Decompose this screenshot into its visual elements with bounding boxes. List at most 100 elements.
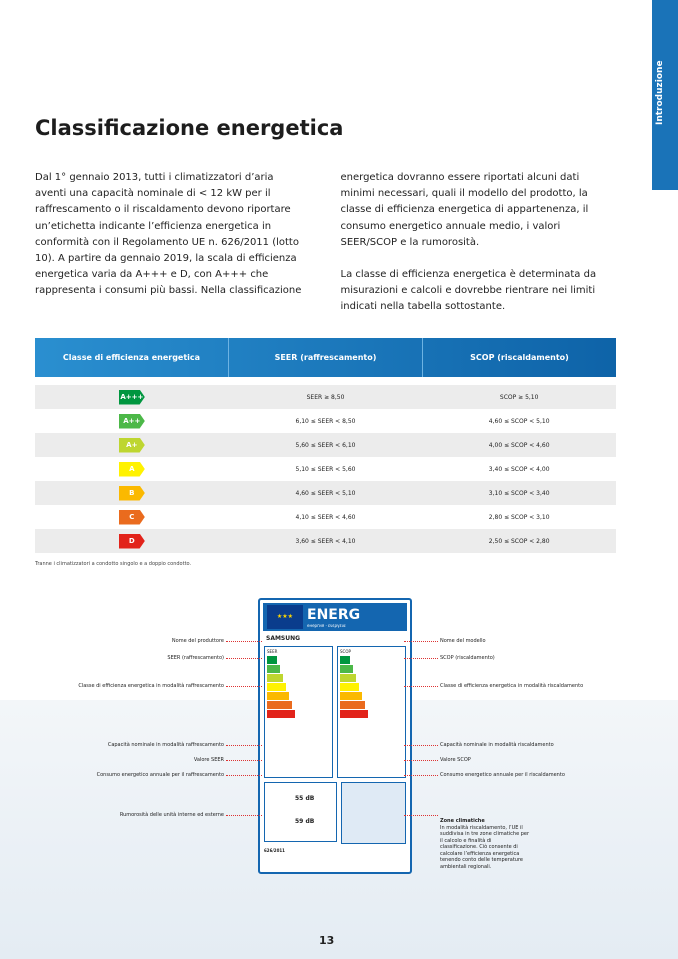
table-row: B 4,60 ≤ SEER < 5,10 3,10 ≤ SCOP < 3,40 — [35, 481, 616, 505]
label-languages: енергия · ενεργεια — [307, 622, 346, 628]
paragraph: Dal 1° gennaio 2013, tutti i climatizzat… — [35, 172, 589, 297]
cell: 5,60 ≤ SEER < 6,10 — [295, 441, 356, 449]
cell: 5,10 ≤ SEER < 5,60 — [295, 465, 356, 473]
scale-bar — [267, 656, 277, 664]
scale-bar — [340, 701, 365, 709]
annotation: SCOP (riscaldamento) — [440, 655, 495, 661]
cell: 6,10 ≤ SEER < 8,50 — [295, 417, 356, 425]
leader-line — [226, 815, 262, 816]
footnote: Tranne i climatizzatori a condotto singo… — [35, 561, 192, 567]
class-badge: B — [118, 485, 145, 501]
class-badge: A++ — [118, 413, 145, 429]
table-row: D 3,60 ≤ SEER < 4,10 2,50 ≤ SCOP < 2,80 — [35, 529, 616, 553]
page-number: 13 — [319, 934, 335, 947]
annotation: SEER (raffrescamento) — [167, 655, 224, 661]
label-noise: 55 dB — [295, 795, 315, 802]
table-row: A++ 6,10 ≤ SEER < 8,50 4,60 ≤ SCOP < 5,10 — [35, 409, 616, 433]
zone-note: Zone climatiche In modalità riscaldamento… — [440, 818, 530, 870]
table-header: Classe di efficienza energetica SEER (ra… — [35, 338, 616, 377]
class-badge: C — [118, 509, 145, 525]
body-text: Dal 1° gennaio 2013, tutti i climatizzat… — [35, 170, 610, 316]
leader-line — [404, 658, 438, 659]
annotation: Capacità nominale in modalità raffrescam… — [107, 742, 224, 748]
class-badge: D — [118, 533, 145, 549]
class-badge: A+ — [118, 437, 145, 453]
header-cell: SEER (raffrescamento) — [229, 338, 423, 377]
paragraph: La classe di efficienza energetica è det… — [340, 269, 597, 313]
scale-bar — [340, 692, 362, 700]
scale-bar — [340, 674, 356, 682]
table: Classe di efficienza energetica SEER (ra… — [35, 338, 616, 553]
cell: D — [35, 533, 229, 549]
cell: 4,60 ≤ SEER < 5,10 — [295, 489, 356, 497]
scale-bar — [267, 674, 283, 682]
cell: A++ — [35, 413, 229, 429]
annotation: Rumorosità delle unità interne ed estern… — [119, 812, 224, 818]
annotation: Capacità nominale in modalità riscaldame… — [440, 742, 554, 748]
table-row: A+++ SEER ≥ 8,50 SCOP ≥ 5,10 — [35, 385, 616, 409]
label-scop: SCOP — [340, 649, 351, 654]
class-badge: A — [118, 461, 145, 477]
label-regulation: 626/2011 — [264, 848, 285, 853]
scale-bar — [267, 710, 295, 718]
label-noise: 59 dB — [295, 818, 315, 825]
leader-line — [404, 686, 438, 687]
leader-line — [404, 775, 438, 776]
annotation: Nome del modello — [440, 638, 486, 644]
annotation: Zone climatiche — [440, 818, 485, 824]
scale-bar — [340, 710, 368, 718]
annotation: Consumo energetico annuale per il riscal… — [440, 772, 565, 778]
leader-line — [226, 686, 262, 687]
annotation: Classe di efficienza energetica in modal… — [440, 683, 584, 689]
side-tab: Introduzione — [652, 0, 678, 190]
header-cell: SCOP (riscaldamento) — [470, 353, 569, 362]
leader-line — [226, 641, 262, 642]
label-brand: SAMSUNG — [266, 635, 301, 642]
energy-label: ★★★ ENERG енергия · ενεργεια SAMSUNG SEER… — [258, 598, 412, 874]
scale-bar — [340, 656, 350, 664]
leader-line — [404, 745, 438, 746]
leader-line — [226, 745, 262, 746]
scale-bar — [267, 683, 286, 691]
table-body: A+++ SEER ≥ 8,50 SCOP ≥ 5,10 A++ 6,10 ≤ SEER… — [35, 385, 616, 553]
cell: A+++ — [35, 389, 229, 405]
cell: B — [35, 485, 229, 501]
leader-line — [404, 815, 438, 816]
cell: 2,50 ≤ SCOP < 2,80 — [488, 537, 550, 545]
cell: 2,80 ≤ SCOP < 3,10 — [488, 513, 550, 521]
table-row: A 5,10 ≤ SEER < 5,60 3,40 ≤ SCOP < 4,00 — [35, 457, 616, 481]
side-tab-label: Introduzione — [655, 60, 665, 125]
leader-line — [226, 760, 262, 761]
annotation: Nome del produttore — [171, 638, 224, 644]
annotation: Valore SCOP — [440, 757, 471, 763]
scale-bar — [267, 701, 292, 709]
cell: 3,40 ≤ SCOP < 4,00 — [488, 465, 550, 473]
scale-bar — [267, 692, 289, 700]
cell: SEER ≥ 8,50 — [306, 393, 345, 401]
leader-line — [226, 658, 262, 659]
cell: SCOP ≥ 5,10 — [499, 393, 539, 401]
scale-bar — [340, 683, 359, 691]
label-seer: SEER — [267, 649, 278, 654]
cell: 3,60 ≤ SEER < 4,10 — [295, 537, 356, 545]
table-row: A+ 5,60 ≤ SEER < 6,10 4,00 ≤ SCOP < 4,60 — [35, 433, 616, 457]
label-energ: ENERG — [307, 606, 361, 623]
leader-line — [226, 775, 262, 776]
class-badge: A+++ — [118, 389, 145, 405]
cell: 3,10 ≤ SCOP < 3,40 — [488, 489, 550, 497]
cell: A+ — [35, 437, 229, 453]
cell: 4,10 ≤ SEER < 4,60 — [295, 513, 356, 521]
cell: 4,60 ≤ SCOP < 5,10 — [488, 417, 550, 425]
cell: C — [35, 509, 229, 525]
table-row: C 4,10 ≤ SEER < 4,60 2,80 ≤ SCOP < 3,10 — [35, 505, 616, 529]
title: Classificazione energetica — [35, 116, 344, 140]
header-cell: Classe di efficienza energetica — [35, 338, 229, 377]
scale-bar — [267, 665, 280, 673]
annotation: Consumo energetico annuale per il raffre… — [96, 772, 224, 778]
scale-bar — [340, 665, 353, 673]
annotation: Classe di efficienza energetica in modal… — [78, 683, 224, 689]
cell: A — [35, 461, 229, 477]
leader-line — [404, 641, 438, 642]
cell: 4,00 ≤ SCOP < 4,60 — [488, 441, 550, 449]
